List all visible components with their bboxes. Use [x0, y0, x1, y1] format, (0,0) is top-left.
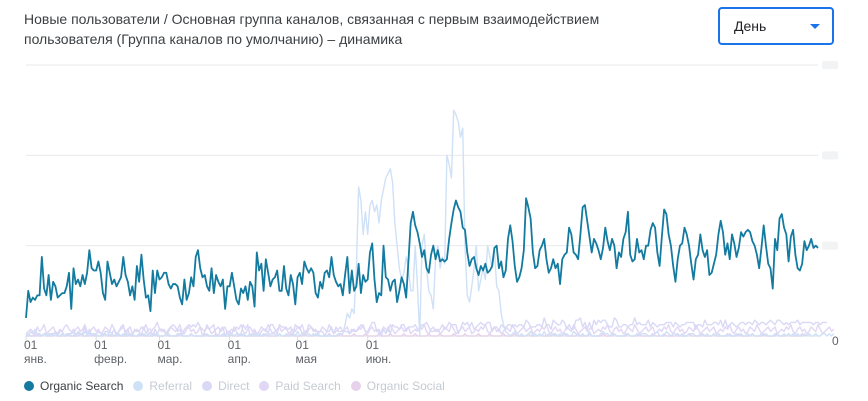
- x-tick-day: 01: [228, 338, 242, 352]
- chart-title: Новые пользователи / Основная группа кан…: [24, 11, 600, 47]
- x-tick-month: мая: [296, 352, 317, 366]
- legend-item-direct[interactable]: Direct: [202, 378, 249, 394]
- legend-dot-icon: [202, 381, 213, 391]
- legend-label: Organic Social: [366, 379, 445, 393]
- series-line-referral: [25, 109, 835, 337]
- x-tick-day: 01: [24, 338, 38, 352]
- legend-label: Referral: [149, 379, 193, 393]
- x-tick-month: янв.: [24, 352, 47, 366]
- series-line-organic-search: [25, 197, 819, 319]
- x-tick-day: 01: [366, 338, 380, 352]
- period-dropdown-value: День: [734, 18, 767, 34]
- legend-label: Direct: [218, 379, 250, 393]
- legend-label: Paid Search: [275, 379, 341, 393]
- y-tick-label: 0: [832, 334, 839, 348]
- legend-dot-icon: [259, 381, 270, 391]
- x-tick-month: мар.: [158, 352, 183, 366]
- series-line-direct: [26, 317, 828, 337]
- legend-item-organic-search[interactable]: Organic Search: [24, 378, 123, 394]
- legend-label: Organic Search: [40, 379, 124, 393]
- x-tick-day: 01: [158, 338, 172, 352]
- y-tick-placeholder: [822, 151, 838, 160]
- series-line-paid-search: [25, 321, 835, 335]
- x-tick-day: 01: [296, 338, 310, 352]
- legend-item-referral[interactable]: Referral: [133, 378, 192, 394]
- chart-legend: Organic Search Referral Direct Paid Search O…: [24, 378, 455, 394]
- x-tick-month: апр.: [228, 352, 251, 366]
- y-tick-placeholder: [822, 241, 838, 250]
- period-dropdown[interactable]: День: [718, 7, 834, 45]
- legend-item-paid-search[interactable]: Paid Search: [259, 378, 341, 394]
- x-tick-month: июн.: [366, 352, 392, 366]
- x-tick-day: 01: [94, 338, 108, 352]
- legend-item-organic-social[interactable]: Organic Social: [350, 378, 445, 394]
- y-tick-placeholder: [822, 61, 838, 69]
- legend-dot-icon: [350, 381, 361, 391]
- legend-dot-icon: [24, 381, 34, 391]
- legend-dot-icon: [133, 381, 144, 391]
- x-tick-month: февр.: [94, 352, 127, 366]
- chevron-down-icon: [810, 24, 820, 29]
